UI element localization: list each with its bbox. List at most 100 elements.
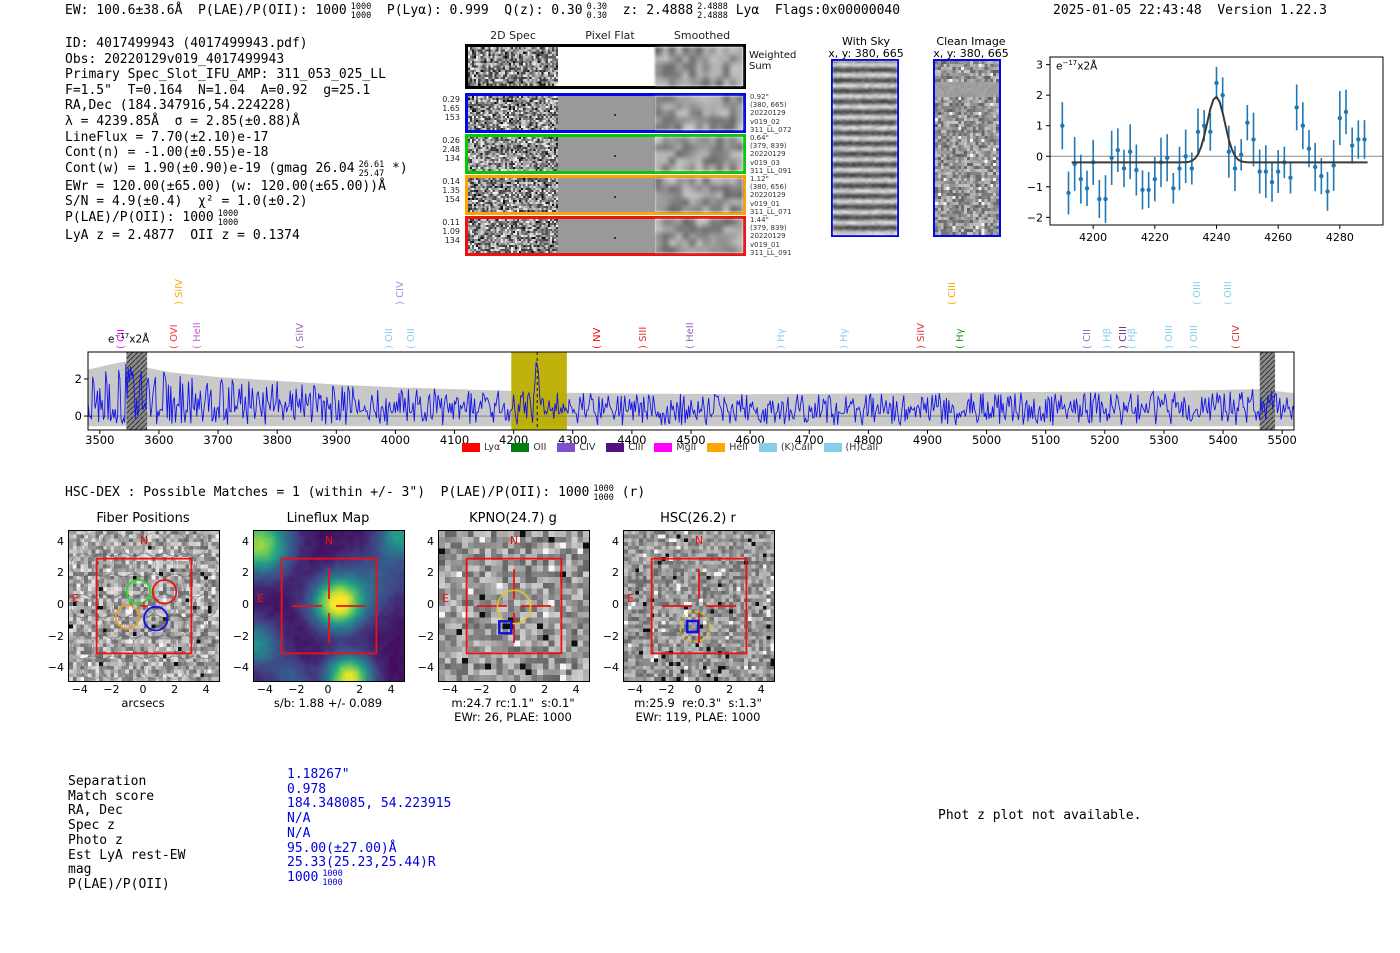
compass-east-label: E bbox=[72, 592, 79, 605]
text-segment: F=1.5" T=0.164 N=1.04 A=0.92 g=25.1 bbox=[65, 82, 371, 98]
col-title-2d-spec: 2D Spec bbox=[490, 29, 536, 42]
cutout-title: Lineflux Map bbox=[286, 511, 370, 526]
clean-image bbox=[933, 59, 1001, 237]
match-row-label: P(LAE)/P(OII) bbox=[68, 876, 170, 892]
spec2d-smoothed-image bbox=[655, 219, 743, 253]
info-line: P(LAE)/P(OII): 1000 1000 1000 bbox=[65, 208, 408, 228]
clean-image-title: Clean Image x, y: 380, 665 bbox=[933, 35, 1009, 60]
stacked-fraction: 26.61 25.47 bbox=[358, 159, 385, 179]
text-segment: Cont(n) = -1.00(±0.55)e-18 bbox=[65, 145, 269, 161]
pixel-flat-image bbox=[558, 137, 655, 171]
info-line: Cont(n) = -1.00(±0.55)e-18 bbox=[65, 145, 408, 161]
text-segment: EW: 100.6±38.6Å P(LAE)/P(OII): 1000 bbox=[65, 3, 347, 18]
svg-text:3: 3 bbox=[1036, 59, 1043, 72]
x-tick-label: 5000 bbox=[971, 433, 1002, 447]
pixel-flat-image bbox=[558, 219, 655, 253]
legend-item: Lyα bbox=[462, 442, 500, 453]
cutout-y-tick: 0 bbox=[427, 598, 434, 611]
info-line: F=1.5" T=0.164 N=1.04 A=0.92 g=25.1 bbox=[65, 83, 408, 99]
spec2d-row bbox=[465, 93, 746, 133]
cutout-x-tick: 4 bbox=[387, 683, 395, 696]
spec2d-row bbox=[465, 175, 746, 215]
info-line: Primary Spec_Slot_IFU_AMP: 311_053_025_L… bbox=[65, 67, 408, 83]
match-row-label: Photo z bbox=[68, 832, 123, 848]
x-tick-label: 4800 bbox=[853, 433, 883, 447]
stacked-fraction: 2.4888 2.4888 bbox=[697, 2, 728, 21]
flat-defect-dot bbox=[614, 236, 617, 239]
x-tick-label: 4100 bbox=[439, 433, 470, 447]
text-segment: ID: 4017499943 (4017499943.pdf) bbox=[65, 36, 308, 51]
stacked-fraction: 1000 1000 bbox=[217, 208, 239, 228]
legend-item: (K)CaII bbox=[758, 442, 813, 453]
match-row-label: Est LyA rest-EW bbox=[68, 847, 186, 863]
text-segment: LineFlux = 7.70(±2.10)e-17 bbox=[65, 129, 269, 145]
spec2d-noise-image bbox=[468, 137, 558, 171]
cutout-x-tick: 4 bbox=[202, 683, 210, 696]
pixel-flat-image bbox=[558, 96, 655, 130]
cutout-x-tick: 2 bbox=[541, 683, 549, 696]
svg-text:4220: 4220 bbox=[1141, 231, 1169, 244]
phot-z-note: Phot z plot not available. bbox=[938, 808, 1142, 823]
cutout-overlay bbox=[650, 557, 748, 655]
spec2d-row-right-labels: 0.92" (380, 665) 20220129 v019_02 311_LL_072 bbox=[750, 93, 792, 134]
col-title-pixel-flat: Pixel Flat bbox=[585, 29, 635, 42]
x-tick-label: 3900 bbox=[321, 433, 351, 447]
cutout-y-tick: 4 bbox=[612, 534, 619, 548]
text-segment: P(Lyα): 0.999 Q(z): 0.30 bbox=[371, 3, 583, 18]
cutout-x-tick: −2 bbox=[103, 683, 120, 696]
text-segment: Cont(w) = 1.90(±0.90)e-19 (gmag 26.04 bbox=[65, 160, 355, 176]
compass-east-label: E bbox=[627, 592, 634, 605]
cutout-x-tick: −4 bbox=[441, 683, 458, 696]
compass-north-label: N bbox=[139, 534, 149, 547]
x-tick-label: 4500 bbox=[676, 433, 706, 447]
cutout-y-tick: 2 bbox=[427, 566, 434, 580]
compass-north-label: N bbox=[324, 534, 334, 547]
cutout-title: KPNO(24.7) g bbox=[469, 511, 557, 526]
text-segment: P(LAE)/P(OII): 1000 bbox=[65, 209, 214, 225]
cutout-x-tick: −2 bbox=[288, 683, 305, 696]
cutout-y-tick: 2 bbox=[612, 566, 619, 580]
spec2d-row-right-labels: 1.12" (380, 656) 20220129 v019_01 311_LL_071 bbox=[750, 175, 792, 216]
legend-swatch bbox=[511, 443, 530, 452]
svg-text:−1: −1 bbox=[1027, 181, 1043, 194]
text-segment: 184.348085, 54.223915 bbox=[287, 796, 452, 812]
info-line: LyA z = 2.4877 OII z = 0.1374 bbox=[65, 228, 408, 244]
detection-info-block: ID: 4017499943 (4017499943.pdf) Obs: 2022… bbox=[65, 36, 408, 244]
text-segment: N/A bbox=[287, 811, 311, 827]
legend-swatch bbox=[758, 443, 777, 452]
full-spectrum-plot bbox=[84, 351, 1295, 434]
info-line: S/N = 4.9(±0.4) χ² = 1.0(±0.2) bbox=[65, 194, 408, 210]
cutout-title: Fiber Positions bbox=[96, 511, 190, 526]
cutout-overlay bbox=[465, 557, 563, 655]
line-fit-unit-label: e−17x2Å bbox=[1056, 59, 1098, 73]
info-line: ID: 4017499943 (4017499943.pdf) bbox=[65, 36, 408, 52]
cutout-y-tick: 0 bbox=[612, 598, 619, 611]
spec2d-row bbox=[465, 44, 746, 89]
lineflux-map-canvas bbox=[254, 531, 404, 681]
stacked-fraction: 0.30 0.30 bbox=[586, 2, 608, 21]
match-row-label: Match score bbox=[68, 788, 155, 804]
legend-swatch bbox=[557, 443, 576, 452]
svg-text:−2: −2 bbox=[1027, 211, 1043, 224]
x-tick-label: 4000 bbox=[380, 433, 411, 447]
spectrum-unit-label: e−17x2Å bbox=[108, 332, 150, 346]
text-segment: 25.33(25.23,25.44)R bbox=[287, 855, 436, 871]
text-segment: S/N = 4.9(±0.4) χ² = 1.0(±0.2) bbox=[65, 194, 308, 210]
x-tick-label: 5100 bbox=[1031, 433, 1061, 447]
compass-north-label: N bbox=[694, 534, 704, 547]
cutout-x-tick: −4 bbox=[626, 683, 643, 696]
compass-north-label: N bbox=[509, 534, 519, 547]
x-tick-label: 4400 bbox=[617, 433, 647, 447]
legend-item: OII bbox=[511, 442, 546, 453]
x-tick-label: 4700 bbox=[794, 433, 824, 447]
clean-image-canvas bbox=[935, 61, 999, 235]
compass-east-label: E bbox=[257, 592, 264, 605]
svg-text:4260: 4260 bbox=[1264, 231, 1292, 244]
cutout-x-tick: −2 bbox=[658, 683, 675, 696]
cutout-y-tick: 4 bbox=[242, 534, 249, 548]
spec2d-row-left-labels: 0.11 1.09 134 bbox=[442, 218, 460, 245]
cutout-x-tick: 0 bbox=[139, 683, 147, 696]
flat-defect-dot bbox=[614, 154, 617, 157]
cutout-overlay bbox=[70, 532, 218, 680]
info-line: RA,Dec (184.347916,54.224228) bbox=[65, 98, 408, 114]
